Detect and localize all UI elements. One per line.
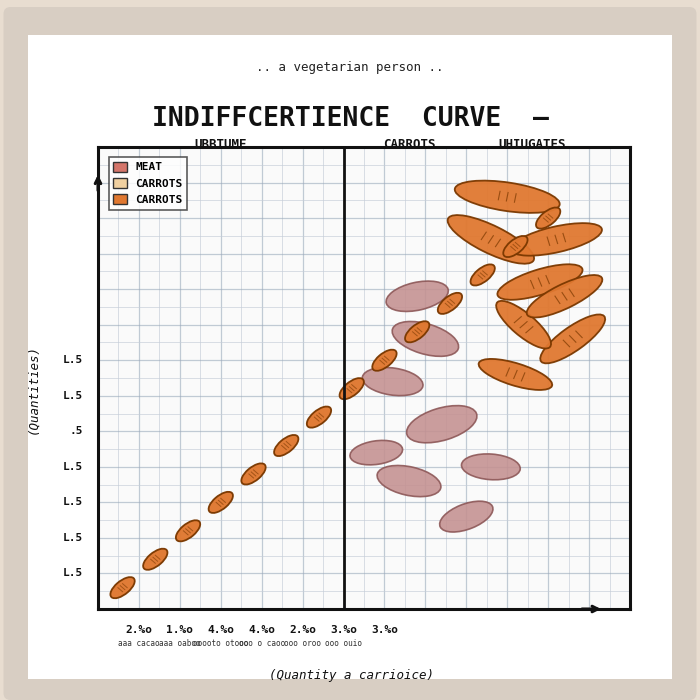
Ellipse shape <box>447 215 534 264</box>
Text: L.5: L.5 <box>63 391 83 401</box>
Ellipse shape <box>511 223 602 256</box>
Ellipse shape <box>479 359 552 390</box>
Ellipse shape <box>307 407 331 428</box>
Ellipse shape <box>496 301 551 349</box>
Ellipse shape <box>241 463 266 484</box>
Ellipse shape <box>392 321 459 356</box>
Text: 3.%o: 3.%o <box>371 624 398 635</box>
Text: 4.%o: 4.%o <box>207 624 234 635</box>
Text: ooo o caoo: ooo o caoo <box>239 639 285 648</box>
Ellipse shape <box>176 520 200 541</box>
Text: (Quantity a carrioice): (Quantity a carrioice) <box>270 669 434 682</box>
Ellipse shape <box>340 378 364 399</box>
Ellipse shape <box>363 368 423 395</box>
Ellipse shape <box>503 236 528 257</box>
Ellipse shape <box>438 293 462 314</box>
Text: L.5: L.5 <box>63 533 83 543</box>
Ellipse shape <box>536 207 560 229</box>
Ellipse shape <box>526 275 602 318</box>
Text: CARROTS: CARROTS <box>383 138 435 150</box>
Ellipse shape <box>386 281 448 312</box>
Text: (Quantities): (Quantities) <box>26 344 39 434</box>
Text: UBBTUME: UBBTUME <box>195 138 247 150</box>
Ellipse shape <box>461 454 520 480</box>
Text: UHIUGATES: UHIUGATES <box>498 138 566 150</box>
Ellipse shape <box>111 577 134 598</box>
Text: ooo ouio: ooo ouio <box>325 639 362 648</box>
Ellipse shape <box>407 405 477 443</box>
Ellipse shape <box>440 501 493 532</box>
Text: L.5: L.5 <box>63 462 83 472</box>
Ellipse shape <box>540 314 606 363</box>
Text: ooo oroo: ooo oroo <box>284 639 321 648</box>
Text: aaa cacao: aaa cacao <box>118 639 160 648</box>
Text: 3.%o: 3.%o <box>330 624 357 635</box>
Text: L.5: L.5 <box>63 355 83 365</box>
Ellipse shape <box>405 321 429 342</box>
Ellipse shape <box>377 466 441 496</box>
Ellipse shape <box>274 435 298 456</box>
Ellipse shape <box>143 549 167 570</box>
Text: L.5: L.5 <box>63 498 83 508</box>
Text: aaa oaboo: aaa oaboo <box>159 639 201 648</box>
Ellipse shape <box>209 492 233 513</box>
Text: L.5: L.5 <box>63 568 83 578</box>
Text: 4.%o: 4.%o <box>248 624 275 635</box>
Text: 2.%o: 2.%o <box>289 624 316 635</box>
Text: INDIFFCERTIENCE  CURVE  —: INDIFFCERTIENCE CURVE — <box>152 106 548 132</box>
Text: 2.%o: 2.%o <box>125 624 153 635</box>
Legend: MEAT, CARROTS, CARROTS: MEAT, CARROTS, CARROTS <box>109 158 187 209</box>
Ellipse shape <box>455 181 560 213</box>
Text: 1.%o: 1.%o <box>167 624 193 635</box>
Text: .. a vegetarian person ..: .. a vegetarian person .. <box>256 61 444 74</box>
Ellipse shape <box>372 350 397 371</box>
Ellipse shape <box>470 265 495 286</box>
Text: ooooto otooo: ooooto otooo <box>193 639 248 648</box>
Ellipse shape <box>498 265 582 300</box>
Ellipse shape <box>350 440 402 465</box>
Text: .5: .5 <box>70 426 83 436</box>
